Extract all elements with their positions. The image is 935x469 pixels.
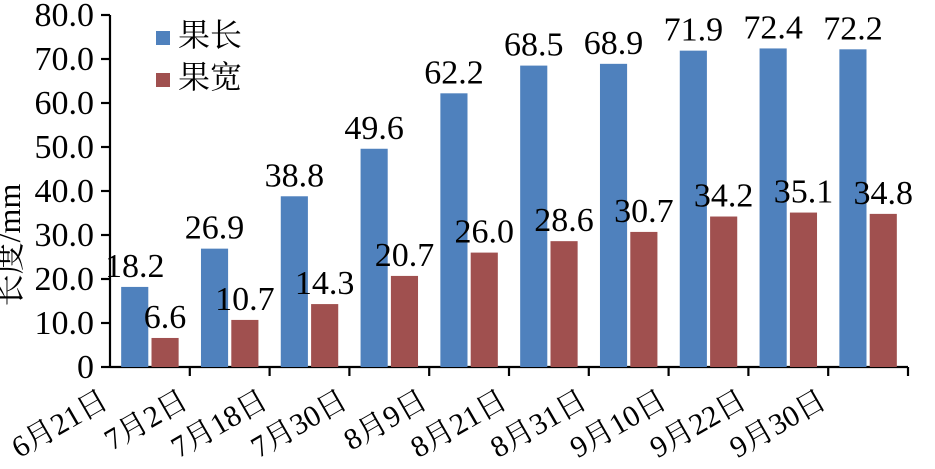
svg-text:长度/mm: 长度/mm <box>0 184 27 307</box>
svg-text:0: 0 <box>77 349 94 386</box>
svg-text:49.6: 49.6 <box>344 110 404 147</box>
svg-text:72.4: 72.4 <box>743 9 803 46</box>
svg-text:40.0: 40.0 <box>35 173 95 210</box>
svg-text:60.0: 60.0 <box>35 85 95 122</box>
svg-text:62.2: 62.2 <box>424 54 484 91</box>
svg-text:果长: 果长 <box>178 17 242 53</box>
svg-text:6.6: 6.6 <box>144 299 187 336</box>
svg-text:14.3: 14.3 <box>295 265 355 302</box>
svg-text:68.5: 68.5 <box>504 27 564 64</box>
svg-text:28.6: 28.6 <box>534 202 594 239</box>
svg-text:10.7: 10.7 <box>215 281 275 318</box>
svg-text:18.2: 18.2 <box>105 248 165 285</box>
svg-text:34.8: 34.8 <box>854 175 914 212</box>
svg-text:38.8: 38.8 <box>265 157 325 194</box>
svg-text:30.7: 30.7 <box>614 193 674 230</box>
svg-text:72.2: 72.2 <box>823 10 883 47</box>
svg-text:26.0: 26.0 <box>455 214 515 251</box>
svg-text:34.2: 34.2 <box>694 178 754 215</box>
svg-text:20.0: 20.0 <box>35 261 95 298</box>
svg-text:50.0: 50.0 <box>35 129 95 166</box>
svg-text:26.9: 26.9 <box>185 210 245 247</box>
svg-text:35.1: 35.1 <box>774 174 834 211</box>
svg-text:10.0: 10.0 <box>35 305 95 342</box>
svg-text:71.9: 71.9 <box>664 12 724 49</box>
svg-text:68.9: 68.9 <box>584 25 644 62</box>
svg-text:20.7: 20.7 <box>375 237 435 274</box>
svg-text:果宽: 果宽 <box>178 59 242 95</box>
svg-text:70.0: 70.0 <box>35 41 95 78</box>
svg-text:80.0: 80.0 <box>35 0 95 34</box>
svg-text:30.0: 30.0 <box>35 217 95 254</box>
